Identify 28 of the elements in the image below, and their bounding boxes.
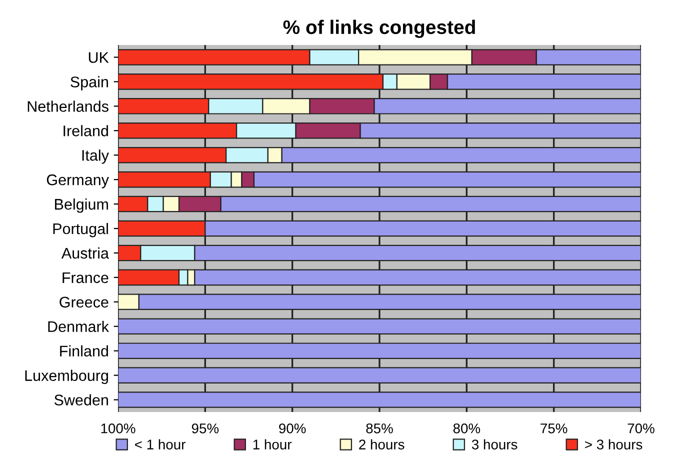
y-tick-label: Sweden (54, 394, 108, 406)
x-tick-label: 75% (540, 424, 568, 434)
x-tick-label: 95% (192, 423, 219, 434)
y-tick-label: Luxembourg (25, 370, 108, 384)
y-tick-label: Germany (46, 174, 109, 188)
x-tick-label: 70% (628, 423, 654, 434)
y-tick-label: Austria (61, 247, 109, 259)
y-tick-label: Finland (60, 345, 108, 357)
y-tick-label: Ireland (64, 125, 108, 136)
legend-label: > 3 hours (585, 439, 642, 450)
y-tick-label: France (62, 272, 108, 284)
legend-label: 1 hour (253, 439, 292, 450)
y-tick-label: Spain (70, 76, 108, 90)
legend-label: 3 hours (472, 439, 518, 450)
legend-label: 2 hours (359, 439, 404, 450)
x-tick-label: 80% (453, 423, 480, 434)
x-tick-label: 100% (101, 423, 136, 434)
y-tick-label: Portugal (53, 222, 108, 238)
y-tick-label: Greece (60, 296, 108, 308)
y-tick-label: UK (88, 52, 109, 63)
x-tick-label: 85% (366, 423, 393, 434)
y-tick-label: Italy (82, 150, 109, 164)
chart-title: % of links congested (283, 20, 475, 38)
y-tick-label: Belgium (55, 198, 108, 213)
y-tick-label: Denmark (48, 320, 109, 332)
x-tick-label: 90% (279, 423, 306, 434)
y-tick-label: Netherlands (28, 100, 108, 112)
legend-label: < 1 hour (135, 439, 186, 450)
